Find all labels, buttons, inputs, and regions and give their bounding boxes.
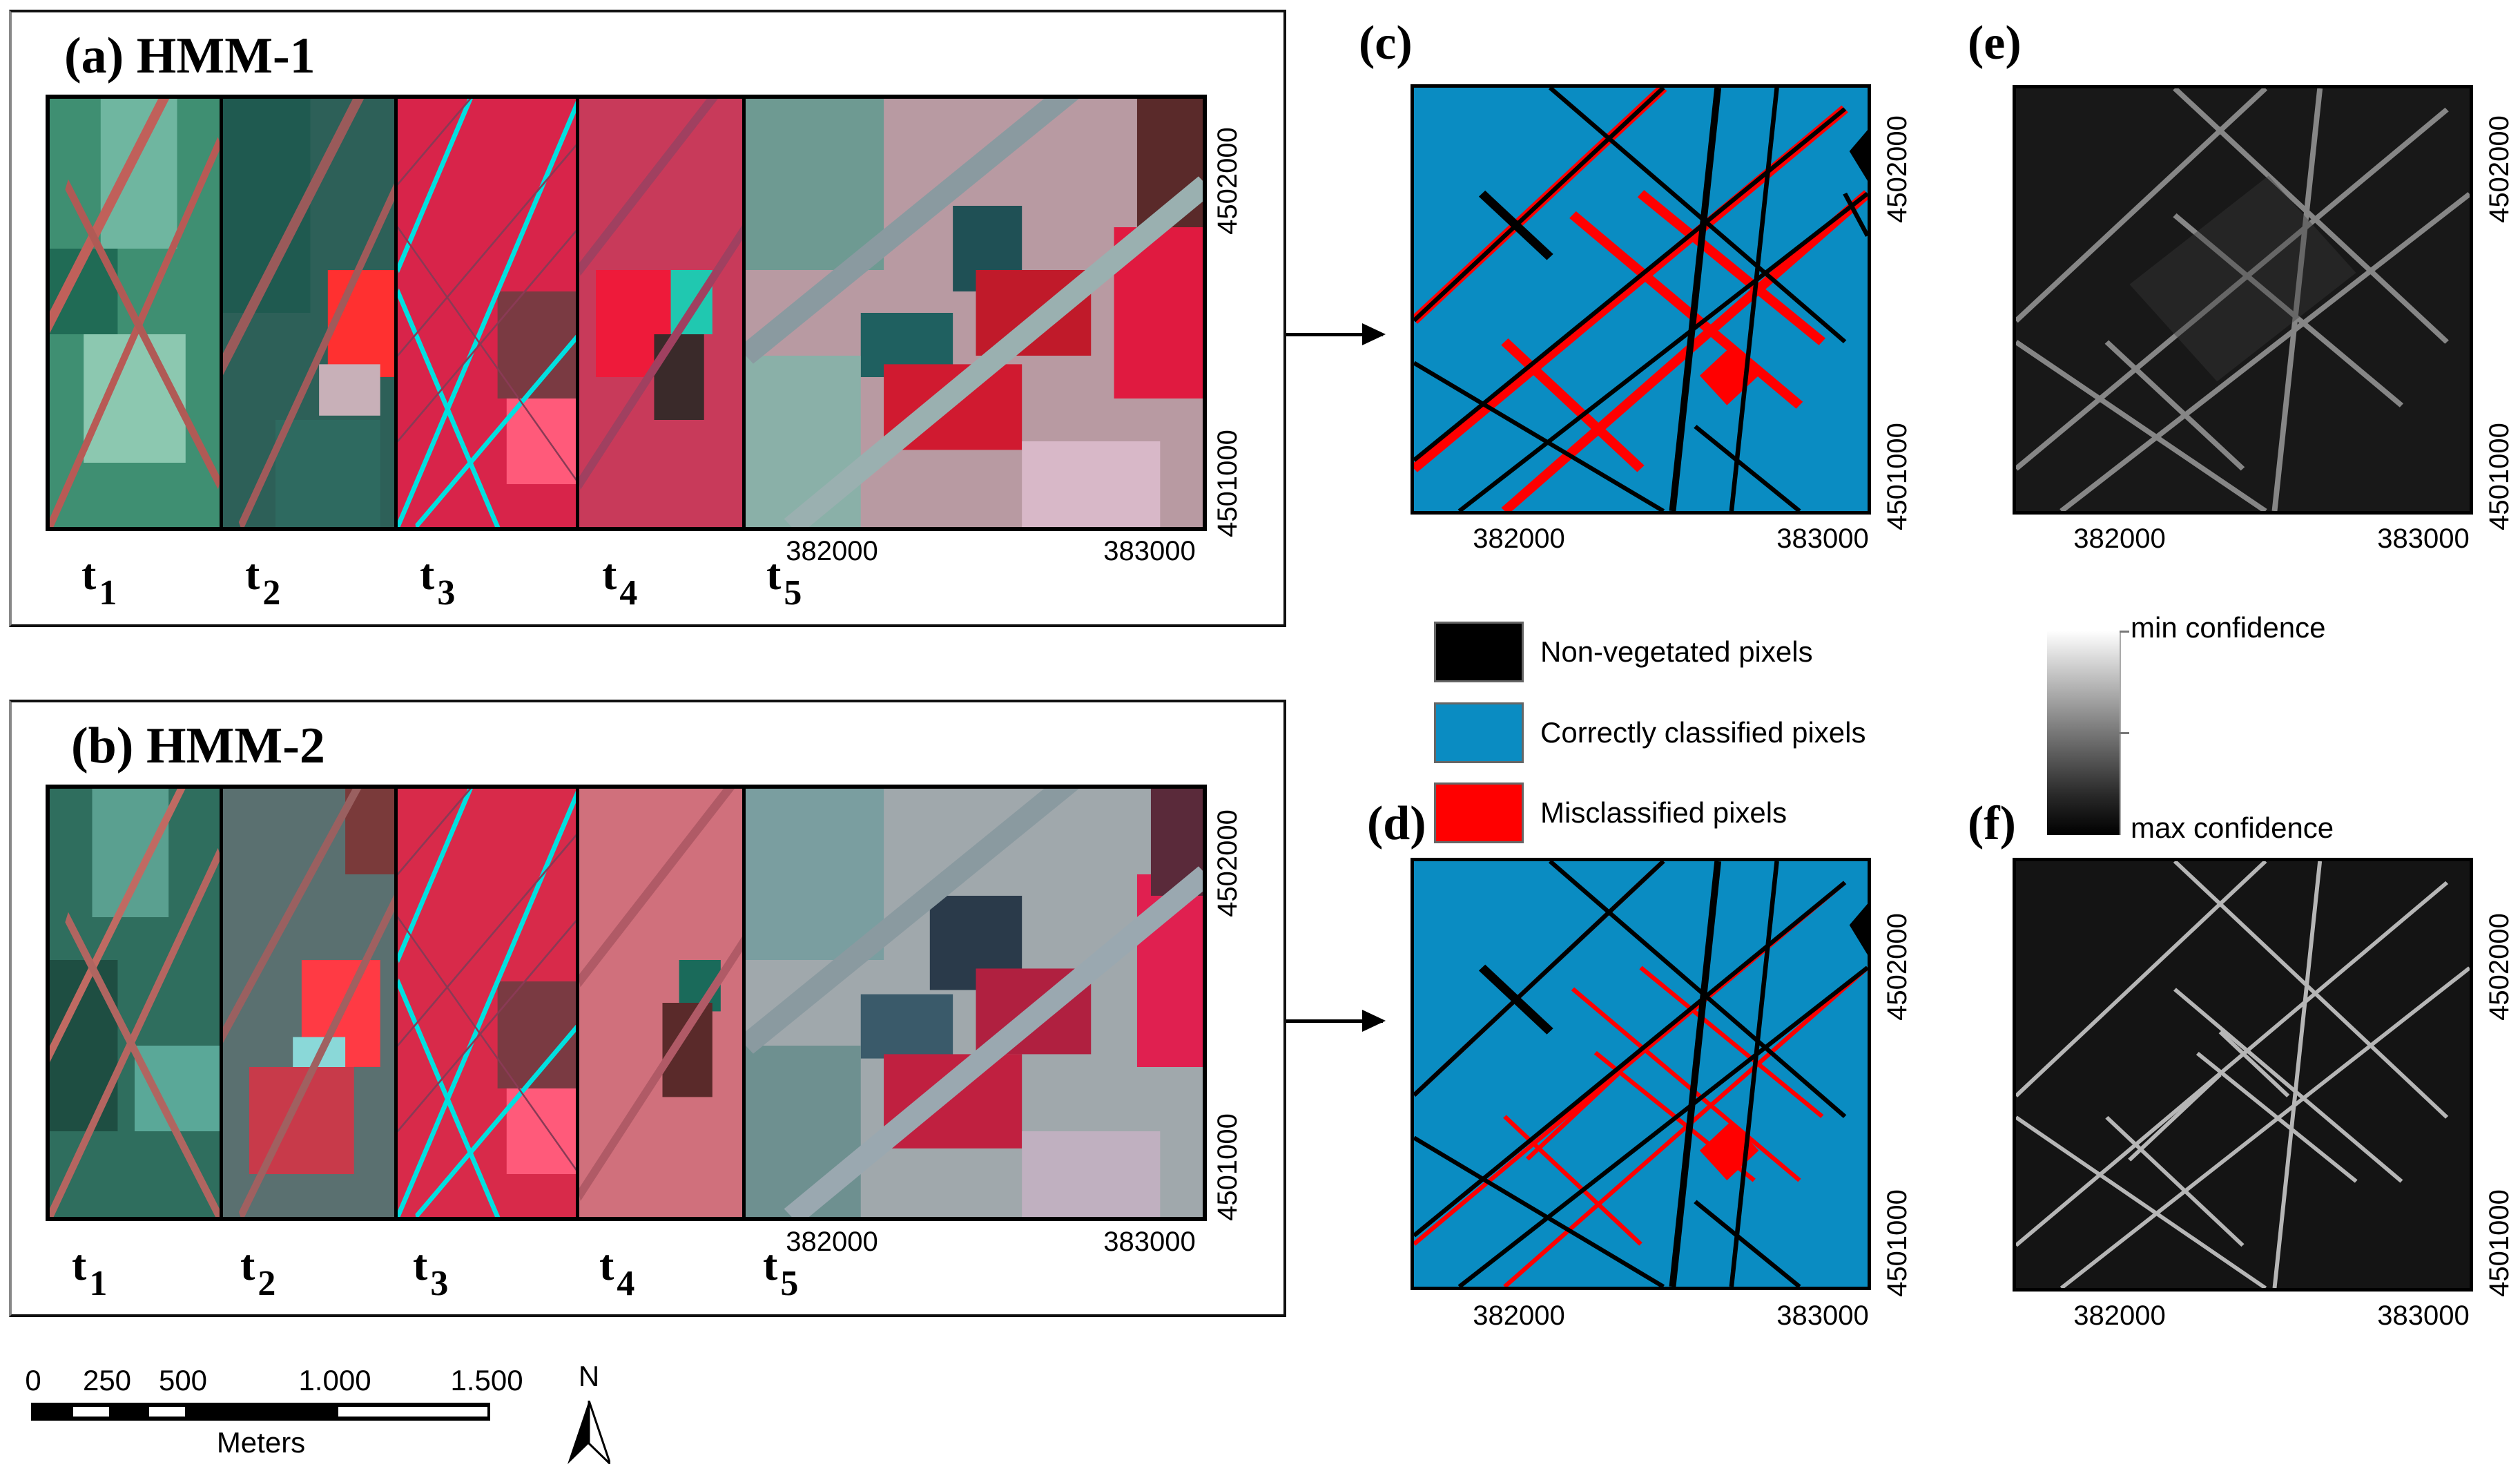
legend-item-non-vegetated: Non-vegetated pixels <box>1434 622 1813 682</box>
legend-swatch-red <box>1434 782 1524 843</box>
x-tick-382000: 382000 <box>2073 524 2166 554</box>
time-label-t2: t2 <box>245 550 281 613</box>
panel-b-title: (b) HMM-2 <box>71 718 325 774</box>
image-t5 <box>742 99 1203 527</box>
arrow-a-to-c <box>1286 323 1386 345</box>
legend-swatch-blue <box>1434 702 1524 763</box>
x-tick-383000: 383000 <box>1103 536 1196 566</box>
panel-e-confidence-map <box>2013 85 2473 515</box>
scale-bar-segment <box>338 1407 487 1417</box>
y-tick-4502000: 4502000 <box>2484 913 2514 1021</box>
time-label-t5: t5 <box>763 1240 799 1303</box>
image-t4 <box>576 789 746 1217</box>
panel-d-label: (d) <box>1367 797 1426 850</box>
x-tick-383000: 383000 <box>1776 524 1869 554</box>
y-tick-4501000: 4501000 <box>2484 423 2514 530</box>
panel-b-image-strip <box>46 785 1207 1221</box>
scale-bar-unit: Meters <box>216 1426 306 1459</box>
time-label-t3: t3 <box>420 550 456 613</box>
panel-a-image-strip <box>46 95 1207 531</box>
panel-d-classification-map <box>1411 858 1871 1290</box>
scale-tick-1000: 1.000 <box>298 1364 371 1396</box>
north-label: N <box>578 1360 600 1392</box>
y-tick-4501000: 4501000 <box>1212 430 1243 537</box>
y-tick-4502000: 4502000 <box>2484 115 2514 223</box>
legend-item-correct: Correctly classified pixels <box>1434 702 1865 763</box>
panel-a-title: (a) HMM-1 <box>64 28 316 84</box>
scale-bar-segment <box>73 1407 109 1417</box>
image-t5 <box>742 789 1203 1217</box>
image-t1 <box>50 99 220 527</box>
y-tick-4502000: 4502000 <box>1882 913 1912 1021</box>
legend-item-misclassified: Misclassified pixels <box>1434 782 1787 843</box>
scale-bar <box>31 1403 490 1421</box>
image-t2 <box>220 789 398 1217</box>
panel-f-label: (f) <box>1968 797 2016 850</box>
scale-tick-250: 250 <box>82 1364 132 1396</box>
image-t4 <box>576 99 746 527</box>
colorbar-max-label: max confidence <box>2131 812 2334 844</box>
image-t1 <box>50 789 220 1217</box>
legend-label: Misclassified pixels <box>1540 796 1787 829</box>
x-tick-382000: 382000 <box>786 536 878 566</box>
time-label-t4: t4 <box>602 550 638 613</box>
time-label-t3: t3 <box>413 1240 449 1303</box>
image-t3 <box>394 789 579 1217</box>
legend-swatch-black <box>1434 622 1524 682</box>
scale-bar-segment <box>149 1407 185 1417</box>
x-tick-382000: 382000 <box>786 1227 878 1257</box>
x-tick-382000: 382000 <box>1473 524 1565 554</box>
time-label-t2: t2 <box>240 1240 276 1303</box>
y-tick-4502000: 4502000 <box>1882 115 1912 223</box>
y-tick-4502000: 4502000 <box>1212 127 1243 235</box>
colorbar-tick-top <box>2120 631 2129 633</box>
scale-tick-1500: 1.500 <box>450 1364 523 1396</box>
x-tick-383000: 383000 <box>2377 1300 2470 1331</box>
y-tick-4501000: 4501000 <box>2484 1189 2514 1297</box>
time-label-t4: t4 <box>599 1240 635 1303</box>
x-tick-383000: 383000 <box>2377 524 2470 554</box>
image-t3 <box>394 99 579 527</box>
scale-tick-500: 500 <box>158 1364 208 1396</box>
arrow-b-to-d <box>1286 1010 1386 1032</box>
y-tick-4502000: 4502000 <box>1212 809 1243 917</box>
colorbar-min-label: min confidence <box>2131 611 2326 644</box>
y-tick-4501000: 4501000 <box>1882 423 1912 530</box>
image-t2 <box>220 99 398 527</box>
time-label-t1: t1 <box>72 1240 108 1303</box>
y-tick-4501000: 4501000 <box>1212 1113 1243 1221</box>
time-label-t5: t5 <box>766 550 802 613</box>
panel-c-label: (c) <box>1359 17 1413 70</box>
legend-label: Correctly classified pixels <box>1540 716 1866 749</box>
panel-c-classification-map <box>1411 84 1871 515</box>
y-tick-4501000: 4501000 <box>1882 1189 1912 1297</box>
north-arrow-icon <box>568 1401 610 1464</box>
x-tick-382000: 382000 <box>2073 1300 2166 1331</box>
confidence-colorbar <box>2047 631 2121 835</box>
x-tick-383000: 383000 <box>1103 1227 1196 1257</box>
panel-e-label: (e) <box>1968 17 2022 70</box>
time-label-t1: t1 <box>81 550 117 613</box>
colorbar-tick-mid <box>2120 732 2129 734</box>
panel-f-confidence-map <box>2013 858 2473 1292</box>
x-tick-382000: 382000 <box>1473 1300 1565 1331</box>
scale-tick-0: 0 <box>25 1364 41 1396</box>
x-tick-383000: 383000 <box>1776 1300 1869 1331</box>
legend-label: Non-vegetated pixels <box>1540 635 1813 668</box>
